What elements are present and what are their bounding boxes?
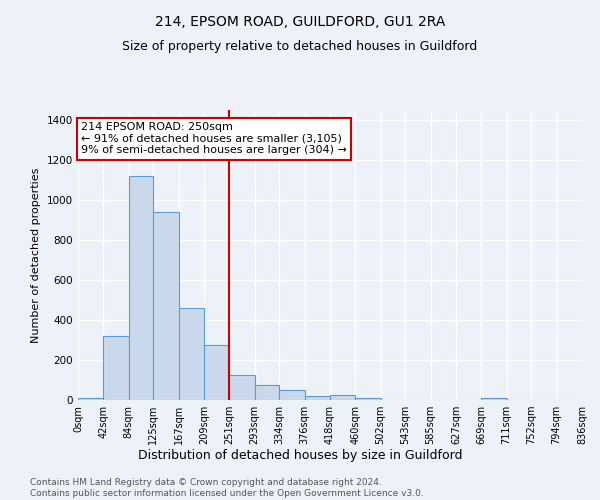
Text: 214 EPSOM ROAD: 250sqm
← 91% of detached houses are smaller (3,105)
9% of semi-d: 214 EPSOM ROAD: 250sqm ← 91% of detached… (81, 122, 347, 155)
Text: Contains HM Land Registry data © Crown copyright and database right 2024.
Contai: Contains HM Land Registry data © Crown c… (30, 478, 424, 498)
Bar (481, 398, 506, 400)
Bar (154, 212, 179, 400)
Bar (128, 176, 154, 400)
Bar (280, 390, 305, 400)
Bar (330, 395, 355, 400)
Bar (229, 375, 254, 400)
Bar (254, 385, 280, 400)
Text: Size of property relative to detached houses in Guildford: Size of property relative to detached ho… (122, 40, 478, 53)
Bar (103, 336, 128, 400)
Text: 214, EPSOM ROAD, GUILDFORD, GU1 2RA: 214, EPSOM ROAD, GUILDFORD, GU1 2RA (155, 15, 445, 29)
Y-axis label: Number of detached properties: Number of detached properties (31, 168, 41, 342)
Bar (355, 398, 380, 400)
Text: Distribution of detached houses by size in Guildford: Distribution of detached houses by size … (138, 448, 462, 462)
Bar (204, 345, 229, 400)
Bar (179, 308, 204, 400)
Bar (305, 396, 330, 400)
Bar (78, 398, 103, 400)
